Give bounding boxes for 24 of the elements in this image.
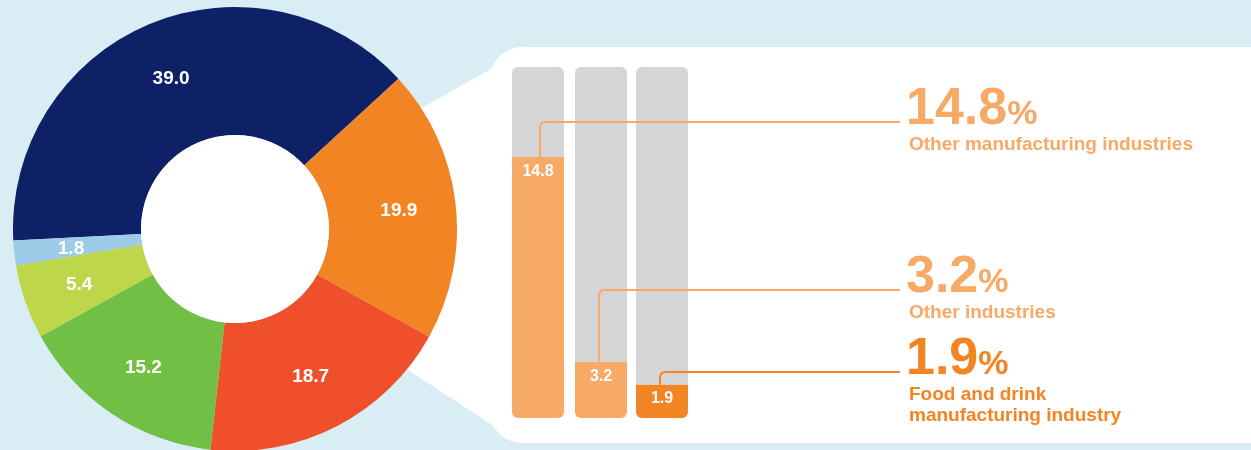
text: Other manufacturing industries (909, 133, 1193, 154)
data-label: 15.2 (124, 355, 162, 377)
bar (636, 67, 688, 385)
text: 1.9% (906, 327, 1009, 385)
data-label: 1.8 (57, 236, 85, 258)
data-label: 14.8 (522, 161, 554, 179)
data-label: 39.0 (152, 66, 190, 88)
data-label: 19.9 (380, 199, 418, 221)
bar (512, 67, 564, 157)
data-label: 5.4 (65, 272, 93, 294)
bar (636, 384, 688, 418)
text: Other industries (909, 301, 1056, 322)
donut-slice (40, 274, 225, 450)
data-label: 18.7 (292, 365, 330, 387)
text: 14.8% (906, 77, 1038, 135)
data-label: 1.9 (650, 389, 674, 407)
bar (575, 361, 627, 418)
donut-slice (13, 233, 143, 266)
text: 3.2% (906, 245, 1009, 303)
donut-slice (210, 274, 430, 450)
data-label: 3.2 (589, 366, 613, 384)
bar (575, 67, 627, 362)
donut-slice (304, 78, 457, 337)
text: Food and drink manufacturing industry (909, 383, 1122, 425)
